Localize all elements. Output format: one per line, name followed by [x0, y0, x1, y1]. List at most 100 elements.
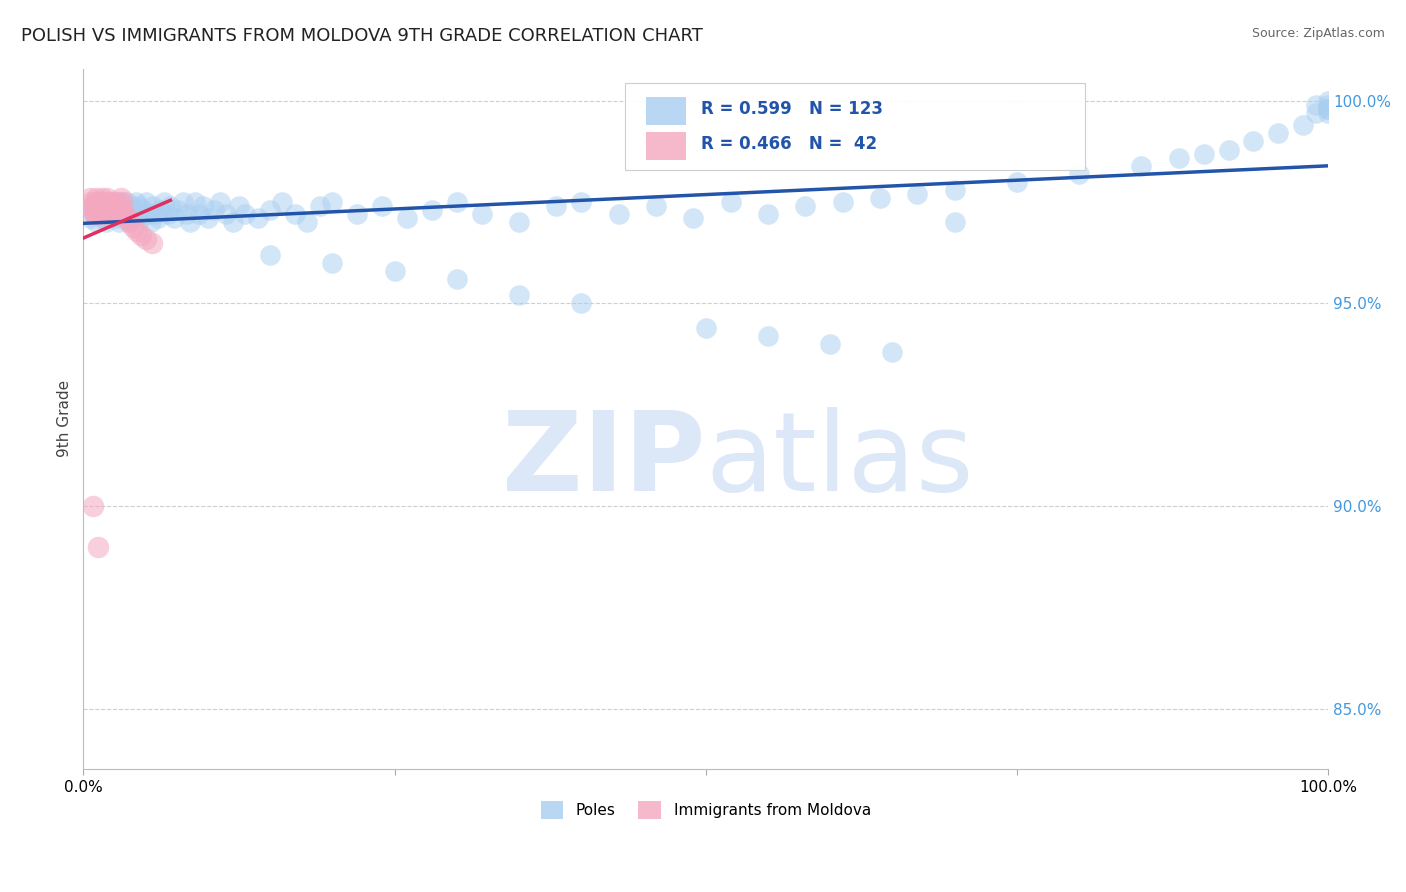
Point — [149, 203, 172, 218]
Point — [1292, 118, 1315, 132]
Point — [101, 199, 124, 213]
Point — [228, 199, 250, 213]
Point — [100, 211, 122, 226]
Point — [139, 215, 162, 229]
Point — [84, 191, 107, 205]
Point — [122, 219, 145, 234]
Point — [101, 203, 124, 218]
Point — [91, 199, 114, 213]
Point — [96, 203, 118, 218]
Point — [905, 187, 928, 202]
Point — [135, 195, 157, 210]
Point — [86, 195, 108, 210]
Point — [1192, 146, 1215, 161]
Point — [87, 199, 110, 213]
Point — [114, 203, 136, 218]
Point — [89, 207, 111, 221]
Point — [83, 207, 105, 221]
Point — [446, 195, 468, 210]
Point — [79, 211, 101, 226]
Point — [97, 195, 120, 210]
Point — [121, 211, 143, 226]
Point — [125, 223, 148, 237]
Point — [167, 203, 190, 218]
Point — [508, 215, 530, 229]
Point — [882, 345, 904, 359]
Point — [569, 195, 592, 210]
Point — [184, 195, 207, 210]
Legend: Poles, Immigrants from Moldova: Poles, Immigrants from Moldova — [534, 795, 877, 825]
Point — [136, 207, 159, 221]
Point — [115, 211, 138, 226]
Point — [124, 195, 146, 210]
Point — [110, 203, 132, 218]
Point — [179, 215, 201, 229]
Point — [84, 199, 107, 213]
Point — [105, 199, 128, 213]
Point — [91, 195, 114, 210]
Point — [1130, 159, 1153, 173]
Point — [84, 207, 107, 221]
Point — [93, 203, 115, 218]
Text: R = 0.599   N = 123: R = 0.599 N = 123 — [700, 100, 883, 118]
Point — [117, 207, 139, 221]
Point — [90, 207, 112, 221]
Point — [233, 207, 256, 221]
Point — [79, 191, 101, 205]
Point — [645, 199, 668, 213]
FancyBboxPatch shape — [624, 83, 1085, 170]
Point — [108, 215, 131, 229]
Point — [1218, 143, 1240, 157]
Text: POLISH VS IMMIGRANTS FROM MOLDOVA 9TH GRADE CORRELATION CHART: POLISH VS IMMIGRANTS FROM MOLDOVA 9TH GR… — [21, 27, 703, 45]
Point — [1305, 98, 1327, 112]
Point — [569, 296, 592, 310]
Point — [284, 207, 307, 221]
Point — [107, 203, 129, 218]
Point — [112, 211, 135, 226]
Point — [84, 195, 107, 210]
Point — [132, 203, 155, 218]
Point — [720, 195, 742, 210]
Point — [96, 191, 118, 205]
Point — [87, 540, 110, 554]
Point — [82, 499, 104, 513]
Point — [122, 203, 145, 218]
Point — [91, 211, 114, 226]
Point — [202, 203, 225, 218]
Point — [100, 207, 122, 221]
Point — [1005, 175, 1028, 189]
Point — [146, 211, 169, 226]
Point — [395, 211, 418, 226]
Bar — [645, 96, 686, 125]
Point — [94, 207, 117, 221]
Point — [546, 199, 568, 213]
Text: ZIP: ZIP — [502, 408, 706, 515]
Point — [97, 207, 120, 221]
Point — [97, 195, 120, 210]
Point — [756, 207, 779, 221]
Point — [1167, 151, 1189, 165]
Point — [97, 203, 120, 218]
Point — [103, 199, 125, 213]
Point — [142, 199, 165, 213]
Point — [1267, 126, 1289, 140]
Point — [153, 195, 176, 210]
Point — [89, 203, 111, 218]
Point — [101, 207, 124, 221]
Point — [94, 207, 117, 221]
Point — [191, 199, 214, 213]
Point — [83, 207, 105, 221]
Point — [188, 207, 211, 221]
Point — [209, 195, 232, 210]
Point — [118, 215, 141, 229]
Point — [197, 211, 219, 226]
Point — [831, 195, 853, 210]
Point — [128, 199, 150, 213]
Point — [80, 199, 103, 213]
Point — [308, 199, 330, 213]
Point — [145, 207, 167, 221]
Point — [321, 256, 343, 270]
Point — [103, 203, 125, 218]
Point — [1305, 106, 1327, 120]
Point — [446, 272, 468, 286]
